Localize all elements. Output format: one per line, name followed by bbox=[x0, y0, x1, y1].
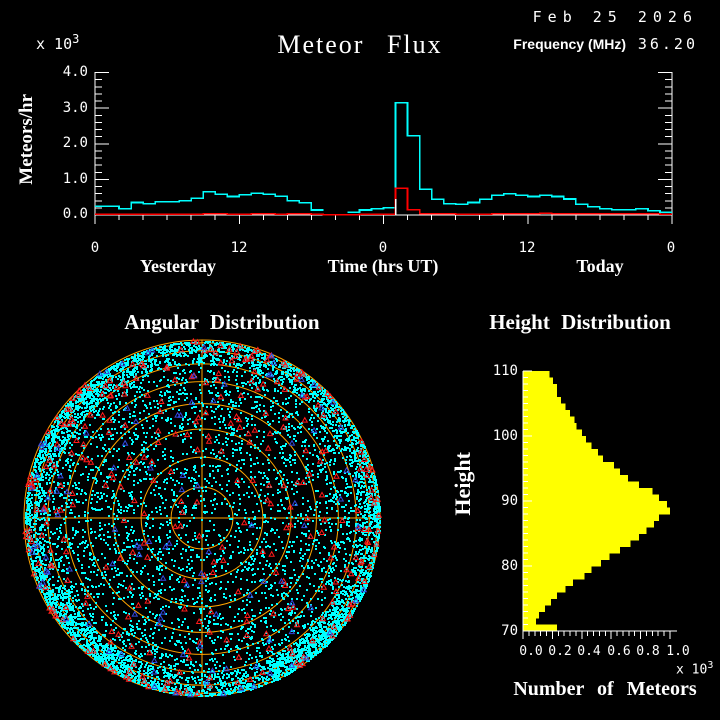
angular-title: Angular Distribution bbox=[124, 310, 320, 334]
flux-ytick-0: 0.0 bbox=[62, 206, 88, 222]
flux-ytick-4: 4.0 bbox=[62, 64, 88, 80]
height-x-multiplier-base: x 10 bbox=[676, 662, 708, 678]
height-ytick-110: 110 bbox=[492, 363, 518, 379]
flux-y-multiplier: x 103 bbox=[36, 32, 79, 53]
frequency-row: Frequency (MHz) 36.20 bbox=[400, 35, 698, 54]
flux-ytick-2: 2.0 bbox=[62, 135, 88, 151]
height-ytick-80: 80 bbox=[501, 558, 518, 574]
flux-y-multiplier-exp: 3 bbox=[72, 32, 80, 46]
flux-y-multiplier-base: x 10 bbox=[36, 35, 73, 53]
height-xtick-02: 0.2 bbox=[548, 644, 572, 659]
flux-xtick-12b: 12 bbox=[518, 240, 536, 256]
height-x-axis-label: Number of Meteors bbox=[513, 678, 697, 700]
height-x-multiplier-exp: 3 bbox=[707, 660, 714, 671]
height-ytick-100: 100 bbox=[492, 428, 518, 444]
yesterday-label: Yesterday bbox=[140, 256, 216, 276]
time-axis-label: Time (hrs UT) bbox=[327, 256, 439, 276]
height-xtick-08: 0.8 bbox=[636, 644, 660, 659]
date-display: Feb 25 2026 bbox=[532, 8, 698, 26]
height-x-multiplier: x 103 bbox=[676, 660, 713, 677]
page-title: Meteor Flux bbox=[277, 30, 443, 59]
flux-xtick-0b: 0 bbox=[378, 240, 388, 256]
height-xtick-04: 0.4 bbox=[577, 644, 601, 659]
height-xtick-00: 0.0 bbox=[519, 644, 543, 659]
height-xtick-10: 1.0 bbox=[666, 644, 690, 659]
frequency-value: 36.20 bbox=[637, 35, 698, 53]
height-xtick-06: 0.6 bbox=[607, 644, 631, 659]
flux-xtick-0c: 0 bbox=[666, 240, 676, 256]
flux-xtick-12a: 12 bbox=[230, 240, 248, 256]
height-ytick-70: 70 bbox=[501, 623, 518, 639]
flux-ytick-3: 3.0 bbox=[62, 100, 88, 116]
height-ytick-90: 90 bbox=[501, 493, 518, 509]
frequency-label: Frequency (MHz) bbox=[513, 36, 627, 52]
flux-xtick-0a: 0 bbox=[90, 240, 100, 256]
today-label: Today bbox=[576, 256, 624, 276]
flux-y-axis-label: Meteors/hr bbox=[16, 94, 37, 185]
flux-ytick-1: 1.0 bbox=[62, 171, 88, 187]
height-y-axis-label: Height bbox=[450, 452, 475, 516]
height-title: Height Distribution bbox=[489, 310, 671, 334]
